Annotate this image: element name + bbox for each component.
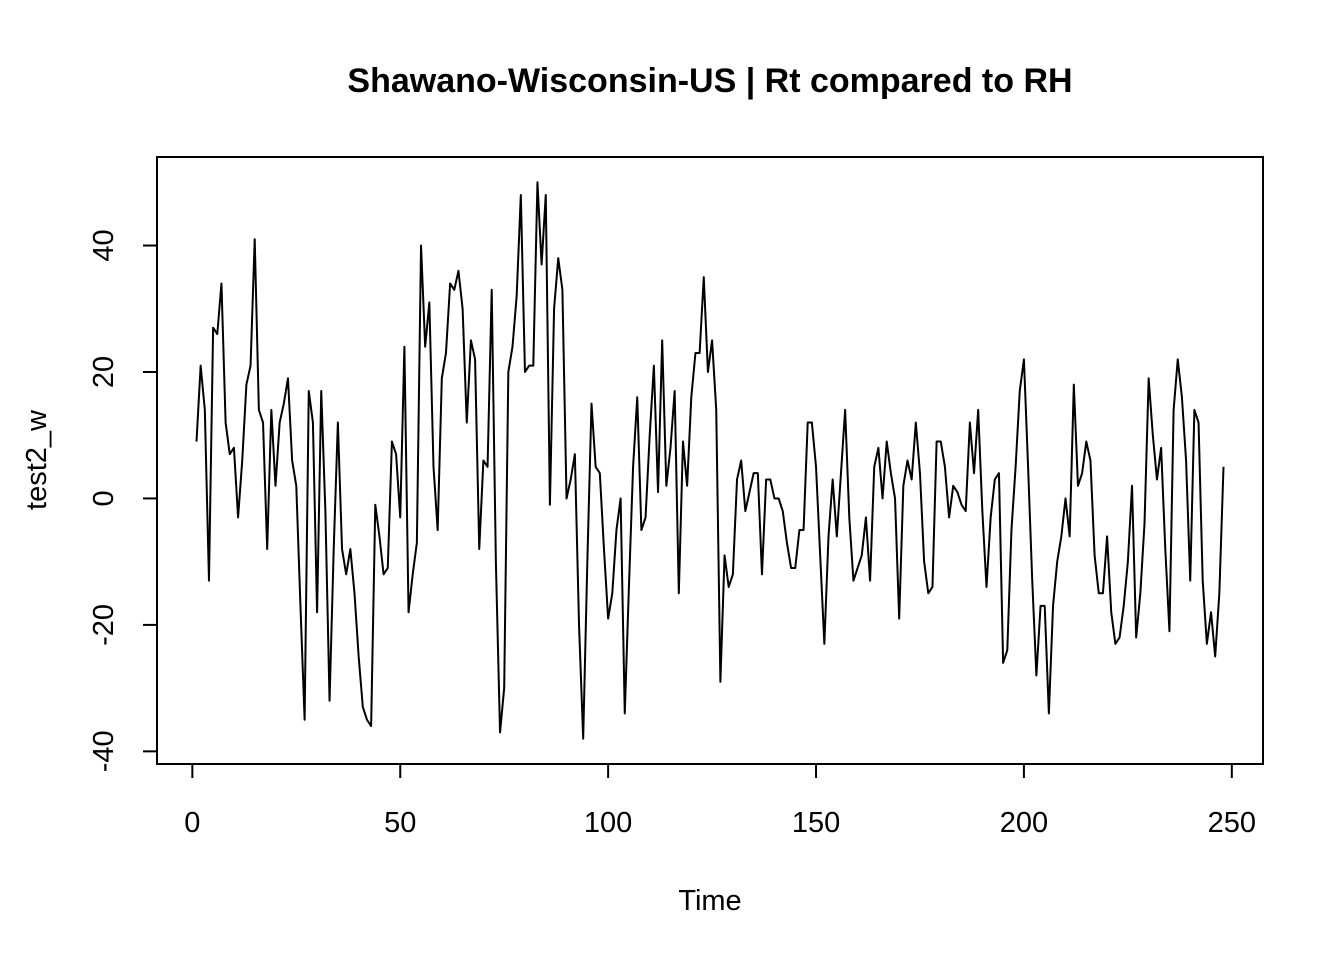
y-tick-label: 20 xyxy=(88,356,120,388)
y-tick-label: 40 xyxy=(88,229,120,261)
chart-title: Shawano-Wisconsin-US | Rt compared to RH xyxy=(347,62,1072,100)
x-tick-label: 50 xyxy=(384,807,416,839)
x-tick-label: 150 xyxy=(792,807,840,839)
x-tick-label: 200 xyxy=(1000,807,1048,839)
y-tick-label: -20 xyxy=(88,604,120,646)
data-points xyxy=(196,182,1223,738)
x-axis-label: Time xyxy=(678,885,741,917)
x-axis: 0 50 100 150 200 250 xyxy=(184,763,1256,839)
x-tick-label: 0 xyxy=(184,807,200,839)
y-axis-label: test2_w xyxy=(21,409,53,510)
y-tick-label: 0 xyxy=(88,490,120,506)
series-line xyxy=(195,181,1225,740)
x-tick-label: 100 xyxy=(584,807,632,839)
y-tick-label: -40 xyxy=(88,730,120,772)
y-axis: -40 -20 0 20 40 xyxy=(88,229,158,772)
x-tick-label: 250 xyxy=(1208,807,1256,839)
